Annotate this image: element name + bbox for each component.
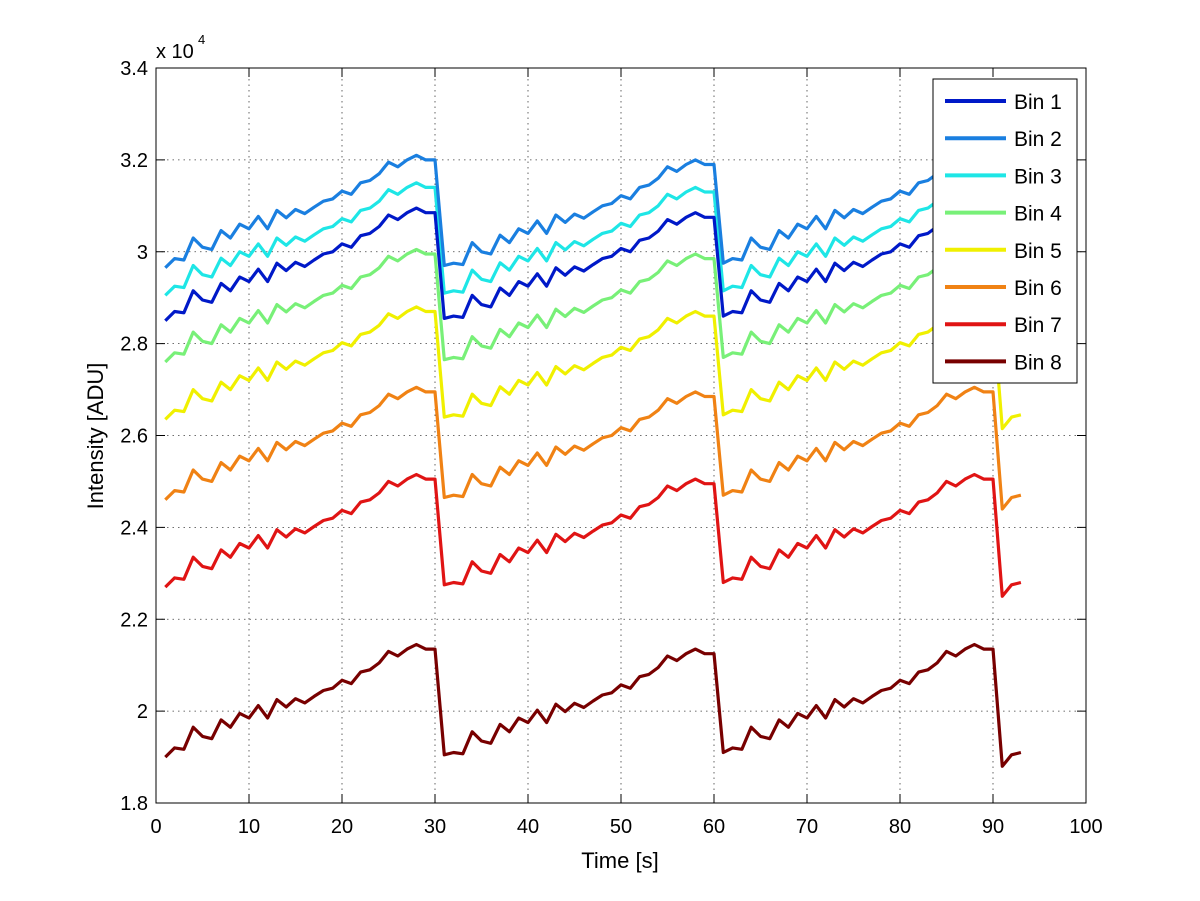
y-axis-label: Intensity [ADU] bbox=[83, 363, 108, 510]
x-tick-label: 50 bbox=[610, 816, 632, 838]
legend-label: Bin 1 bbox=[1014, 91, 1062, 114]
series-line-bin-6 bbox=[164, 385, 1022, 511]
series-lines bbox=[164, 153, 1022, 768]
y-multiplier-label: x 10 bbox=[156, 41, 194, 63]
series-line-bin-3 bbox=[164, 181, 1022, 307]
series-line-bin-7 bbox=[164, 472, 1022, 598]
legend-label: Bin 7 bbox=[1014, 314, 1062, 337]
x-tick-label: 100 bbox=[1069, 816, 1102, 838]
x-axis-ticks: 0 10 20 30 40 50 60 70 80 90 100 bbox=[150, 68, 1103, 838]
legend-label: Bin 5 bbox=[1014, 240, 1062, 263]
x-tick-label: 60 bbox=[703, 816, 725, 838]
legend: Bin 1 Bin 2 Bin 3 Bin 4 Bin 5 Bin 6 Bin 7 Bin 8 bbox=[932, 78, 1078, 384]
y-tick-label: 2.8 bbox=[120, 334, 148, 356]
y-tick-label: 1.8 bbox=[120, 793, 148, 815]
x-tick-label: 40 bbox=[517, 816, 539, 838]
x-tick-label: 80 bbox=[889, 816, 911, 838]
series-line-bin-1 bbox=[164, 206, 1022, 332]
x-axis-label: Time [s] bbox=[581, 848, 658, 873]
x-tick-label: 70 bbox=[796, 816, 818, 838]
legend-label: Bin 6 bbox=[1014, 277, 1062, 300]
legend-label: Bin 2 bbox=[1014, 128, 1062, 151]
series-line-bin-5 bbox=[164, 305, 1022, 431]
series-line-bin-4 bbox=[164, 247, 1022, 373]
legend-label: Bin 3 bbox=[1014, 165, 1062, 188]
legend-label: Bin 8 bbox=[1014, 351, 1062, 374]
y-tick-label: 3.2 bbox=[120, 150, 148, 172]
y-tick-label: 3 bbox=[137, 242, 148, 264]
x-tick-label: 90 bbox=[982, 816, 1004, 838]
x-tick-label: 0 bbox=[150, 816, 161, 838]
y-multiplier-exponent: 4 bbox=[198, 32, 205, 47]
x-tick-label: 30 bbox=[424, 816, 446, 838]
series-line-bin-8 bbox=[164, 642, 1022, 768]
y-tick-label: 3.4 bbox=[120, 58, 148, 80]
legend-label: Bin 4 bbox=[1014, 203, 1062, 226]
y-tick-label: 2.2 bbox=[120, 609, 148, 631]
y-tick-label: 2.6 bbox=[120, 426, 148, 448]
series-line-bin-2 bbox=[164, 153, 1022, 279]
y-tick-label: 2 bbox=[137, 701, 148, 723]
legend-box bbox=[932, 78, 1078, 384]
y-tick-label: 2.4 bbox=[120, 517, 148, 539]
x-tick-label: 10 bbox=[238, 816, 260, 838]
y-axis-ticks: 1.8 2 2.2 2.4 2.6 2.8 3 3.2 3.4 bbox=[120, 58, 1086, 815]
x-tick-label: 20 bbox=[331, 816, 353, 838]
